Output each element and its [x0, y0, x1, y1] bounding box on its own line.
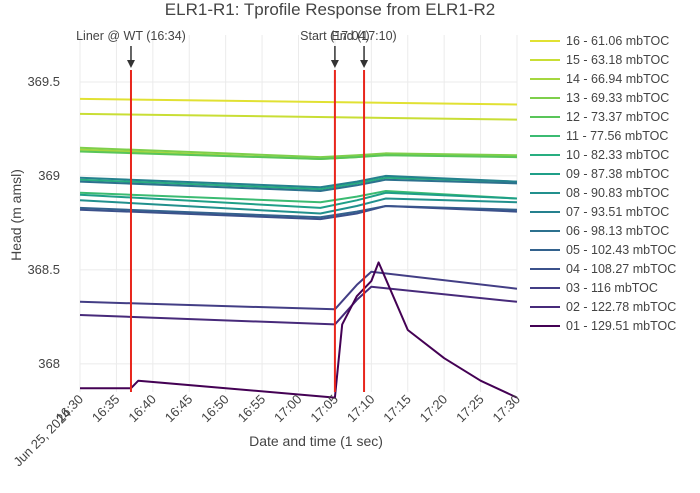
legend-item: 01 - 129.51 mbTOC	[566, 319, 676, 333]
annotations: Liner @ WT (16:34) Start (17:04)End (17:1…	[76, 29, 397, 68]
x-tick-label: 17:25	[453, 392, 487, 426]
annotation-arrowhead	[330, 60, 339, 68]
series-line	[79, 205, 518, 221]
x-tick-label: 17:20	[417, 392, 451, 426]
y-tick-label: 369.5	[27, 74, 60, 89]
x-axis-title: Date and time (1 sec)	[249, 433, 383, 449]
series-line	[79, 285, 518, 326]
legend-item: 15 - 63.18 mbTOC	[566, 53, 669, 67]
series-line	[79, 197, 518, 215]
legend-item: 08 - 90.83 mbTOC	[566, 186, 669, 200]
event-lines	[129, 70, 366, 392]
plot-area	[79, 35, 518, 399]
legend-item: 05 - 102.43 mbTOC	[566, 243, 676, 257]
x-tick-label: 16:50	[198, 392, 232, 426]
legend-item: 10 - 82.33 mbTOC	[566, 148, 669, 162]
x-tick-sublabel: Jun 25, 2024	[10, 406, 74, 470]
x-tick-label: 17:10	[344, 392, 378, 426]
legend-item: 06 - 98.13 mbTOC	[566, 224, 669, 238]
series-line	[79, 112, 518, 121]
legend-item: 12 - 73.37 mbTOC	[566, 110, 669, 124]
series-line	[79, 178, 518, 192]
legend-item: 16 - 61.06 mbTOC	[566, 34, 669, 48]
x-gridlines	[79, 35, 518, 392]
y-tick-label: 368.5	[27, 262, 60, 277]
legend: 16 - 61.06 mbTOC 15 - 63.18 mbTOC 14 - 66.…	[530, 34, 676, 333]
annotation-arrowhead	[360, 60, 369, 68]
series-line	[79, 150, 518, 160]
series-line	[79, 146, 518, 159]
y-tick-label: 369	[38, 168, 60, 183]
series-line	[79, 270, 518, 311]
legend-item: 13 - 69.33 mbTOC	[566, 91, 669, 105]
x-tick-label: 17:00	[271, 392, 305, 426]
annotation-label: End (17:10)	[331, 29, 396, 43]
legend-item: 09 - 87.38 mbTOC	[566, 167, 669, 181]
legend-item: 03 - 116 mbTOC	[566, 281, 658, 295]
x-tick-label: 17:30	[490, 392, 524, 426]
x-tick-label: 16:55	[235, 392, 269, 426]
series-lines	[79, 97, 518, 399]
legend-item: 04 - 108.27 mbTOC	[566, 262, 676, 276]
y-axis-title: Head (m amsl)	[8, 169, 24, 261]
legend-item: 02 - 122.78 mbTOC	[566, 300, 676, 314]
series-line	[79, 191, 518, 209]
chart-title: ELR1-R1: Tprofile Response from ELR1-R2	[165, 0, 495, 19]
y-tick-labels: 368 368.5 369 369.5	[27, 74, 60, 371]
annotation-label: Liner @ WT (16:34)	[76, 29, 186, 43]
legend-item: 07 - 93.51 mbTOC	[566, 205, 669, 219]
x-tick-label: 16:40	[125, 392, 159, 426]
annotation-label: Start (17:04)	[300, 29, 369, 43]
x-tick-label: 16:35	[89, 392, 123, 426]
series-line	[79, 174, 518, 189]
legend-item: 14 - 66.94 mbTOC	[566, 72, 669, 86]
series-line	[79, 97, 518, 106]
annotation-arrowhead	[126, 60, 135, 68]
series-line	[79, 190, 518, 204]
series-line	[79, 176, 518, 191]
x-tick-label: 16:45	[162, 392, 196, 426]
legend-item: 11 - 77.56 mbTOC	[566, 129, 668, 143]
y-gridlines	[80, 81, 517, 365]
x-tick-label: 17:15	[380, 392, 414, 426]
y-tick-label: 368	[38, 356, 60, 371]
